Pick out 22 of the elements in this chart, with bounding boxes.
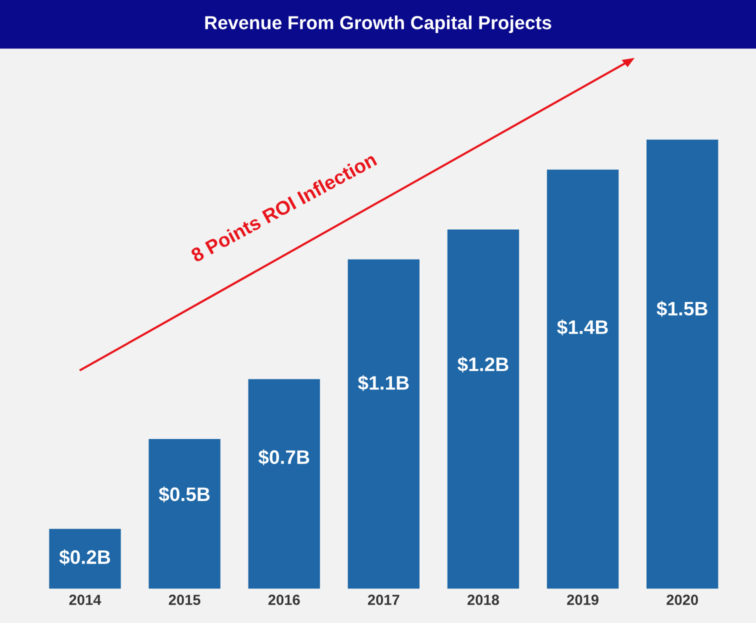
data-label: $0.2B xyxy=(59,549,110,566)
bar xyxy=(248,379,320,589)
bar xyxy=(447,229,520,589)
x-tick-label: 2016 xyxy=(268,594,300,605)
bar xyxy=(546,170,619,589)
data-label: $0.5B xyxy=(158,486,210,502)
bar xyxy=(348,259,420,589)
x-tick-label: 2017 xyxy=(368,594,400,605)
data-label: $1.2B xyxy=(458,356,508,372)
data-label: $1.4B xyxy=(557,319,608,336)
bar xyxy=(646,140,718,589)
bar xyxy=(148,439,220,589)
chart-title: Revenue From Growth Capital Projects xyxy=(205,16,552,34)
x-tick-label: 2018 xyxy=(468,594,500,605)
x-tick-label: 2015 xyxy=(168,594,200,605)
x-tick-label: 2019 xyxy=(567,594,598,605)
x-tick-label: 2014 xyxy=(69,594,102,605)
x-tick-label: 2020 xyxy=(666,594,698,605)
data-label: $1.1B xyxy=(358,375,409,392)
bar xyxy=(49,528,121,589)
data-label: $0.7B xyxy=(258,449,310,466)
data-label: $1.5B xyxy=(656,300,708,317)
